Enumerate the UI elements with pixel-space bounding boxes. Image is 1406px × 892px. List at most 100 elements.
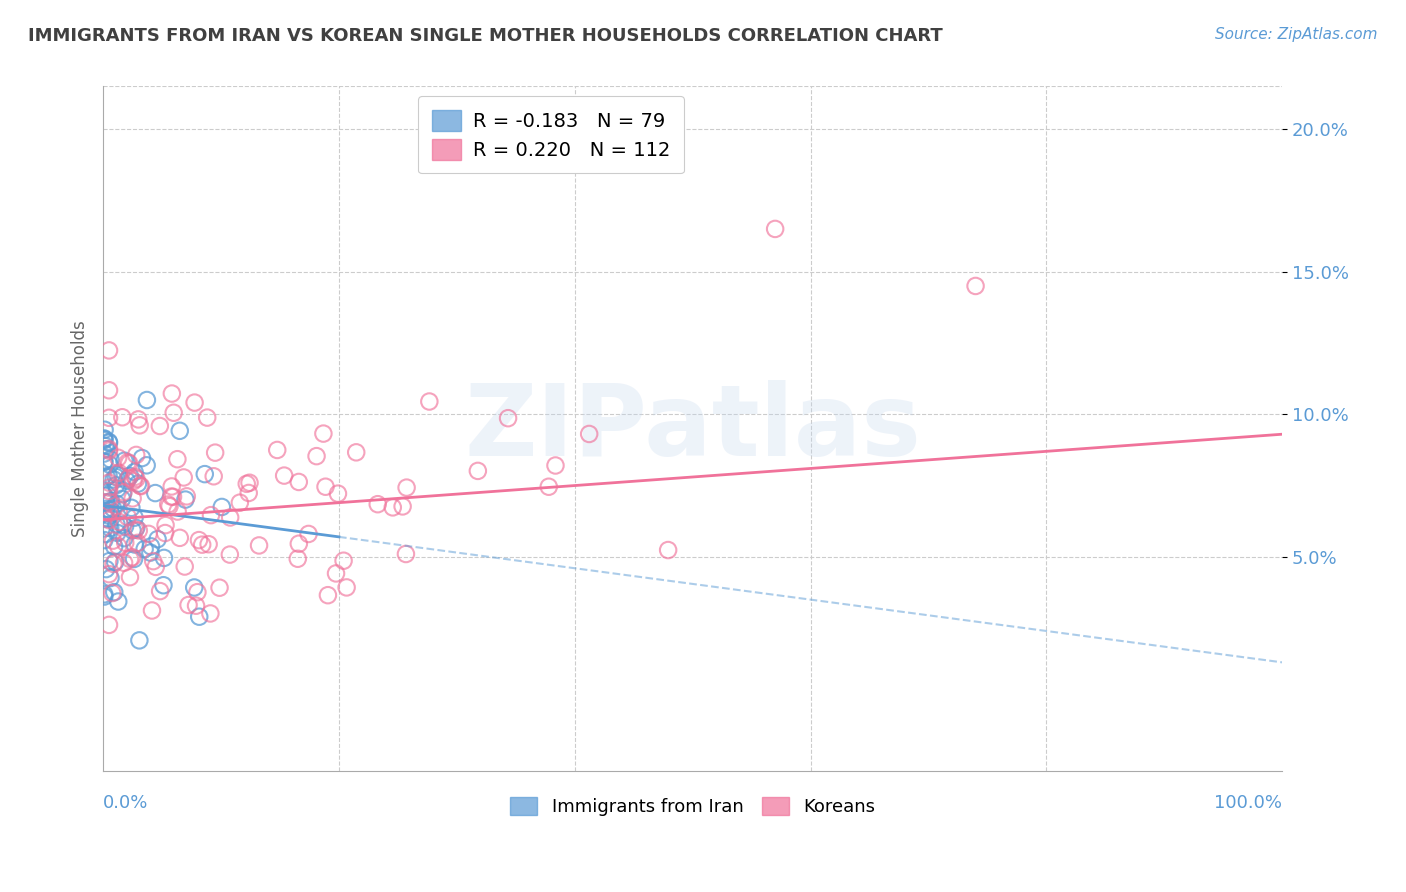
Point xyxy=(395,547,418,561)
Point xyxy=(105,525,128,540)
Point xyxy=(316,588,339,602)
Point xyxy=(173,470,195,484)
Point xyxy=(186,585,208,599)
Point xyxy=(135,392,157,407)
Point xyxy=(305,449,328,463)
Point xyxy=(125,448,148,462)
Point xyxy=(208,581,231,595)
Point xyxy=(96,562,118,576)
Point xyxy=(127,476,149,491)
Text: Source: ZipAtlas.com: Source: ZipAtlas.com xyxy=(1215,27,1378,42)
Point xyxy=(138,527,160,541)
Point xyxy=(120,500,142,515)
Point xyxy=(118,456,141,470)
Point xyxy=(97,468,120,483)
Point xyxy=(166,452,188,467)
Point xyxy=(195,410,218,425)
Point xyxy=(93,432,115,446)
Point xyxy=(107,482,129,496)
Point xyxy=(97,434,120,449)
Point xyxy=(183,395,205,409)
Point xyxy=(127,536,149,550)
Legend: Immigrants from Iran, Koreans: Immigrants from Iran, Koreans xyxy=(503,789,883,823)
Point xyxy=(325,566,347,581)
Point xyxy=(103,585,125,599)
Point xyxy=(184,599,207,613)
Point xyxy=(98,384,121,398)
Point xyxy=(367,497,389,511)
Point xyxy=(96,488,118,502)
Point xyxy=(98,618,121,632)
Point xyxy=(114,453,136,467)
Point xyxy=(129,479,152,493)
Point xyxy=(200,508,222,523)
Point xyxy=(326,486,349,500)
Point xyxy=(112,556,135,570)
Point xyxy=(98,442,121,456)
Point xyxy=(312,426,335,441)
Point xyxy=(98,483,121,498)
Point xyxy=(204,445,226,459)
Point xyxy=(100,452,122,467)
Point xyxy=(111,517,134,532)
Point xyxy=(107,539,129,553)
Point xyxy=(98,554,121,568)
Point xyxy=(238,475,260,490)
Point xyxy=(98,502,121,516)
Point xyxy=(166,504,188,518)
Point xyxy=(93,587,115,601)
Point xyxy=(96,470,118,484)
Point xyxy=(219,510,242,524)
Point xyxy=(101,533,124,548)
Point xyxy=(98,506,121,520)
Point xyxy=(93,455,115,469)
Point xyxy=(107,450,129,465)
Point xyxy=(273,468,295,483)
Point xyxy=(93,433,115,447)
Point xyxy=(93,521,115,535)
Point xyxy=(160,490,183,504)
Point xyxy=(93,590,115,604)
Point xyxy=(112,531,135,545)
Point xyxy=(96,442,118,457)
Point xyxy=(98,495,121,509)
Point xyxy=(152,578,174,592)
Point xyxy=(159,499,181,513)
Point xyxy=(93,446,115,460)
Point xyxy=(149,584,172,599)
Point xyxy=(153,526,176,541)
Point xyxy=(112,485,135,500)
Point xyxy=(108,503,131,517)
Point xyxy=(153,550,176,565)
Point xyxy=(544,458,567,473)
Point xyxy=(467,464,489,478)
Point xyxy=(118,552,141,566)
Point xyxy=(111,487,134,501)
Point xyxy=(107,466,129,480)
Point xyxy=(142,554,165,568)
Point xyxy=(763,222,786,236)
Point xyxy=(98,513,121,527)
Point xyxy=(117,455,139,469)
Point xyxy=(537,480,560,494)
Point xyxy=(174,492,197,507)
Point xyxy=(98,343,121,358)
Point xyxy=(93,432,115,446)
Point xyxy=(218,548,240,562)
Point xyxy=(105,497,128,511)
Point xyxy=(94,439,117,453)
Point xyxy=(128,418,150,433)
Point xyxy=(395,481,418,495)
Point xyxy=(297,527,319,541)
Point xyxy=(103,472,125,486)
Point xyxy=(107,594,129,608)
Point xyxy=(197,537,219,551)
Point xyxy=(128,524,150,538)
Point xyxy=(229,496,252,510)
Point xyxy=(103,557,125,571)
Point xyxy=(93,533,115,547)
Point xyxy=(111,410,134,425)
Point xyxy=(122,552,145,566)
Point xyxy=(287,551,309,566)
Point xyxy=(336,581,359,595)
